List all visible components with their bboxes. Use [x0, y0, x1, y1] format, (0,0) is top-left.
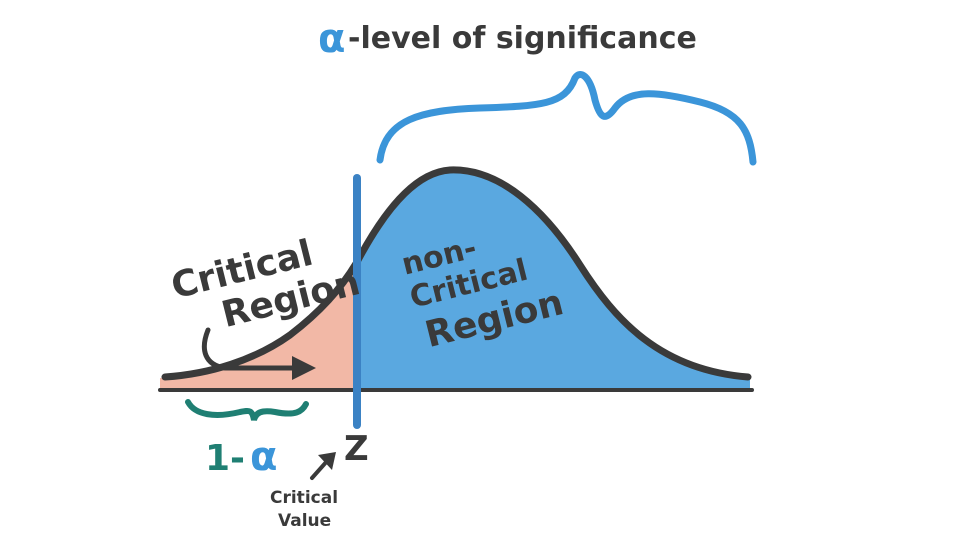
- critical-value-arrowhead: [318, 452, 336, 470]
- one-minus-alpha-brace: [185, 399, 309, 421]
- alpha-label: α: [250, 434, 277, 480]
- critical-value-label-line2: Value: [278, 511, 331, 531]
- alpha-brace: [376, 71, 757, 166]
- bell-curve: [161, 166, 752, 381]
- z-label: Z: [344, 429, 369, 469]
- one-minus-label: 1-: [205, 438, 245, 479]
- title-alpha-symbol: α: [318, 16, 345, 62]
- title-text: -level of significance: [348, 21, 697, 56]
- critical-region-fill: [160, 262, 357, 388]
- critical-region-arrow: [201, 327, 308, 371]
- non-critical-region-fill: [357, 169, 750, 388]
- critical-value-arrow: [310, 458, 330, 480]
- critical-value-label-line1: Critical: [270, 488, 338, 508]
- critical-region-arrowhead: [292, 356, 316, 380]
